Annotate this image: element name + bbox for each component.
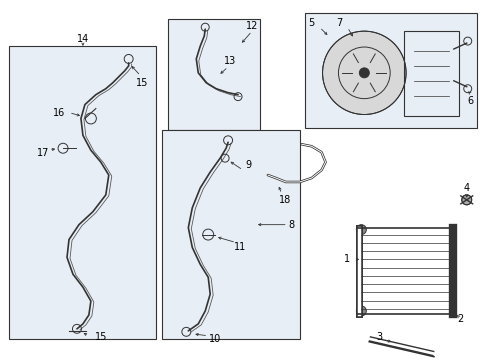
Text: 16: 16 <box>53 108 65 117</box>
Bar <box>404 31 459 116</box>
Text: 8: 8 <box>289 220 294 230</box>
Text: 1: 1 <box>344 255 350 264</box>
Circle shape <box>462 195 472 205</box>
Text: 3: 3 <box>376 332 382 342</box>
Text: 17: 17 <box>37 148 49 158</box>
Text: 7: 7 <box>336 18 343 28</box>
Text: 2: 2 <box>458 314 464 324</box>
Circle shape <box>359 68 369 78</box>
Circle shape <box>356 306 367 316</box>
Text: 11: 11 <box>234 243 246 252</box>
Text: 18: 18 <box>279 195 291 205</box>
Text: 4: 4 <box>464 183 470 193</box>
Text: 6: 6 <box>467 96 474 105</box>
Bar <box>305 13 477 129</box>
Circle shape <box>356 225 367 235</box>
Circle shape <box>322 31 406 114</box>
Text: 10: 10 <box>209 334 221 344</box>
Text: 14: 14 <box>77 34 89 44</box>
Bar <box>169 19 260 130</box>
Bar <box>163 130 300 339</box>
Text: 13: 13 <box>224 56 236 66</box>
Bar <box>9 46 155 339</box>
Text: 9: 9 <box>245 160 251 170</box>
Text: 12: 12 <box>245 21 258 31</box>
Text: 5: 5 <box>309 18 315 28</box>
Text: 15: 15 <box>95 332 107 342</box>
Text: 15: 15 <box>136 78 149 88</box>
